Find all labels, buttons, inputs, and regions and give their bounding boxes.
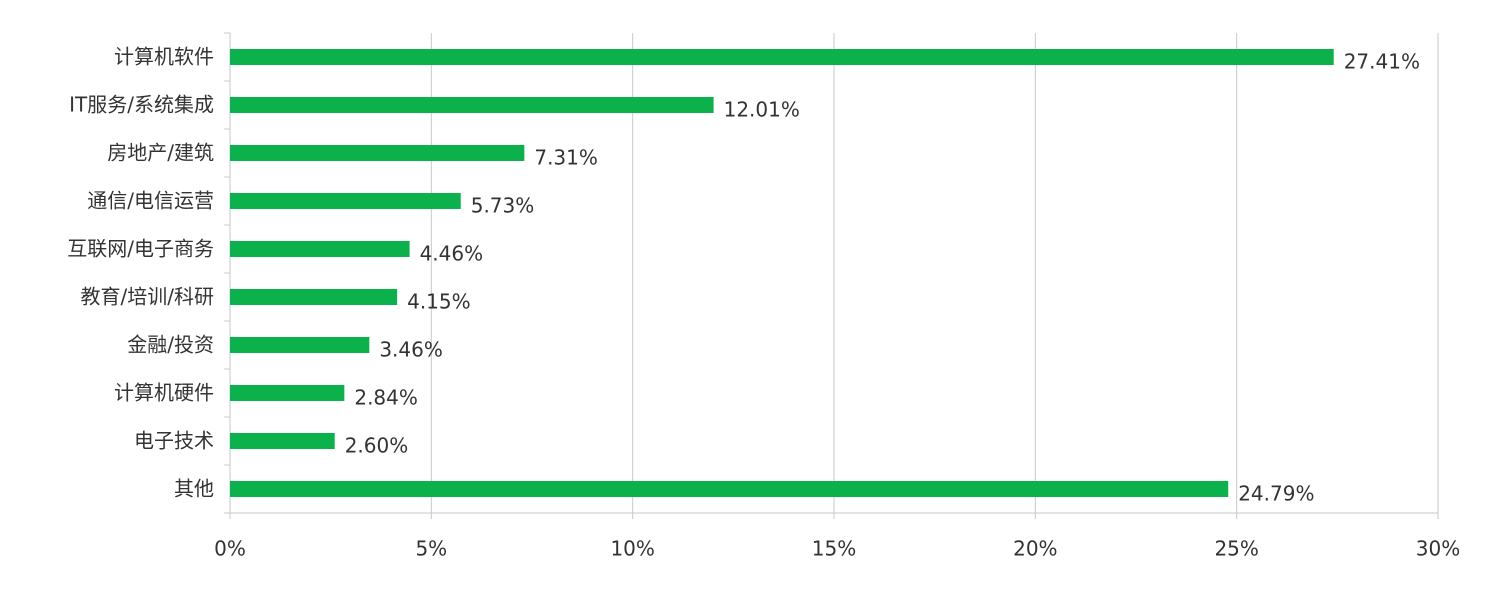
y-tick-label: 电子技术 bbox=[134, 429, 214, 453]
y-tick-label: 教育/培训/科研 bbox=[81, 285, 214, 309]
y-tick-label: IT服务/系统集成 bbox=[69, 93, 214, 117]
y-tick-label: 计算机软件 bbox=[114, 45, 214, 69]
x-tick-label: 10% bbox=[610, 537, 654, 561]
bar bbox=[230, 289, 398, 305]
value-label: 2.84% bbox=[354, 386, 418, 410]
x-tick-label: 25% bbox=[1214, 537, 1258, 561]
value-label: 4.46% bbox=[420, 242, 484, 266]
bar bbox=[230, 193, 461, 209]
y-tick-label: 通信/电信运营 bbox=[87, 189, 214, 213]
bar bbox=[230, 97, 714, 113]
value-label: 27.41% bbox=[1344, 50, 1420, 74]
y-tick-label: 互联网/电子商务 bbox=[67, 237, 214, 261]
y-tick-label: 房地产/建筑 bbox=[107, 141, 214, 165]
x-tick-label: 15% bbox=[812, 537, 856, 561]
y-tick-label: 计算机硬件 bbox=[114, 381, 214, 405]
value-label: 5.73% bbox=[471, 194, 535, 218]
value-label: 4.15% bbox=[407, 290, 471, 314]
bar bbox=[230, 385, 345, 401]
bar bbox=[230, 145, 525, 161]
x-tick-label: 30% bbox=[1416, 537, 1460, 561]
value-label: 7.31% bbox=[534, 146, 598, 170]
value-label: 2.60% bbox=[345, 434, 409, 458]
bar bbox=[230, 49, 1334, 65]
value-label: 24.79% bbox=[1238, 482, 1314, 506]
bar bbox=[230, 433, 335, 449]
x-tick-label: 20% bbox=[1013, 537, 1057, 561]
x-tick-label: 0% bbox=[214, 537, 246, 561]
y-tick-label: 金融/投资 bbox=[127, 333, 214, 357]
value-label: 12.01% bbox=[724, 98, 800, 122]
bar bbox=[230, 241, 410, 257]
value-label: 3.46% bbox=[379, 338, 443, 362]
bar bbox=[230, 337, 370, 353]
x-tick-label: 5% bbox=[415, 537, 447, 561]
y-tick-label: 其他 bbox=[174, 477, 214, 501]
bar bbox=[230, 481, 1229, 497]
